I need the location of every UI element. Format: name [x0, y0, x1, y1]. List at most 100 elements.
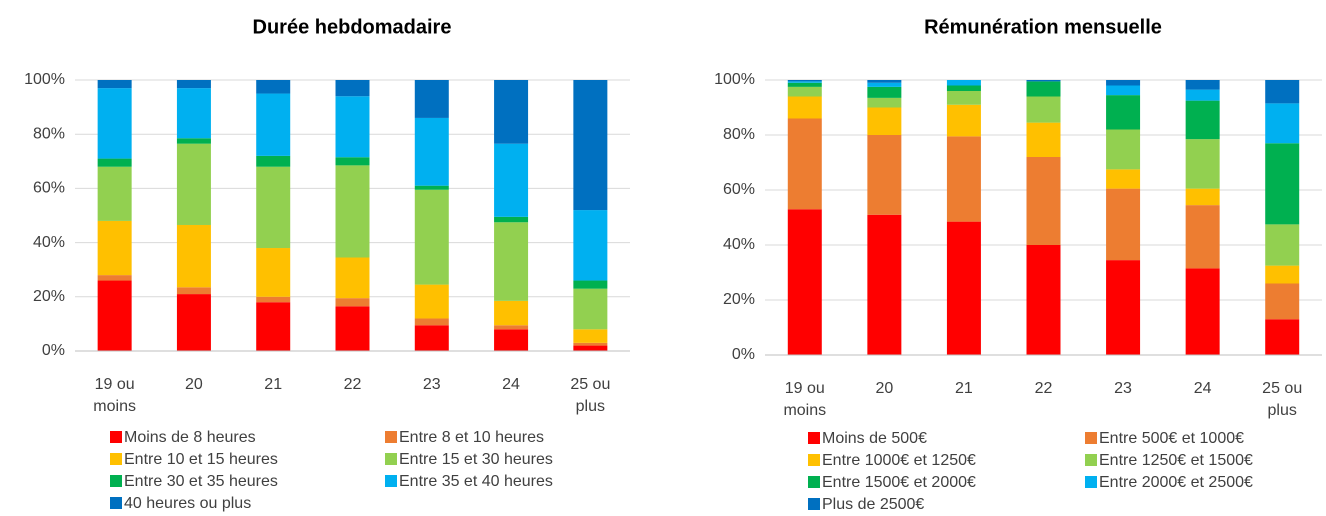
- bar-segment: [573, 280, 608, 289]
- bar-segment: [867, 82, 902, 87]
- legend-label: Entre 10 et 15 heures: [124, 451, 278, 468]
- bar-segment: [414, 284, 449, 319]
- bar-segment: [573, 342, 608, 346]
- legend-swatch: [110, 475, 122, 487]
- bar-segment: [176, 88, 211, 139]
- bar-segment: [414, 325, 449, 351]
- bar-segment: [1026, 245, 1061, 355]
- bar-segment: [176, 143, 211, 225]
- bar-segment: [335, 80, 370, 97]
- bar-segment: [573, 210, 608, 281]
- bar-segment: [1026, 122, 1061, 157]
- bar-segment: [335, 306, 370, 351]
- bar-segment: [1026, 80, 1061, 82]
- bar-segment: [494, 80, 529, 144]
- bar-segment: [414, 318, 449, 326]
- legend-swatch: [385, 453, 397, 465]
- legend-label: Entre 1250€ et 1500€: [1099, 452, 1253, 469]
- bar-segment: [335, 165, 370, 258]
- bar-segment: [176, 287, 211, 295]
- bar-segment: [414, 185, 449, 190]
- legend-swatch: [110, 431, 122, 443]
- x-tick-label: 23: [1114, 380, 1132, 397]
- bar-segment: [946, 136, 981, 222]
- y-tick-label: 0%: [732, 346, 755, 363]
- bar-segment: [867, 214, 902, 355]
- bar-segment: [97, 158, 132, 167]
- bar-segment: [1106, 95, 1141, 130]
- y-tick-label: 80%: [33, 125, 65, 142]
- y-tick-label: 80%: [723, 126, 755, 143]
- bar-segment: [1185, 268, 1220, 355]
- bar-segment: [1106, 188, 1141, 261]
- bar-segment: [1265, 143, 1300, 225]
- bar-segment: [946, 80, 981, 86]
- legend-label: Entre 2000€ et 2500€: [1099, 474, 1253, 491]
- bar-segment: [97, 275, 132, 281]
- x-tick-label: 24: [1193, 380, 1212, 397]
- legend-swatch: [808, 454, 820, 466]
- bar-segment: [256, 166, 291, 249]
- bar-segment: [573, 345, 608, 351]
- legend-swatch: [808, 432, 820, 444]
- y-tick-label: 100%: [714, 71, 755, 88]
- bar-segment: [573, 288, 608, 330]
- legend-label: 40 heures ou plus: [124, 495, 251, 512]
- legend-label: Moins de 500€: [822, 430, 927, 447]
- bar-segment: [867, 80, 902, 83]
- legend-label: Entre 15 et 30 heures: [399, 451, 553, 468]
- bar-segment: [1265, 319, 1300, 355]
- y-tick-label: 40%: [723, 236, 755, 253]
- bar-segment: [1185, 89, 1220, 101]
- legend-swatch: [808, 498, 820, 510]
- legend-label: Entre 1500€ et 2000€: [822, 474, 976, 491]
- bar-segment: [1185, 188, 1220, 206]
- bar-segment: [1106, 80, 1141, 86]
- legend-swatch: [1085, 476, 1097, 488]
- legend-label: Moins de 8 heures: [124, 429, 256, 446]
- bar-segment: [787, 82, 822, 87]
- bar-segment: [573, 329, 608, 343]
- chart-title: Rémunération mensuelle: [924, 16, 1162, 38]
- y-tick-label: 0%: [42, 342, 65, 359]
- legend-swatch: [1085, 432, 1097, 444]
- y-tick-label: 20%: [33, 288, 65, 305]
- bar-segment: [867, 86, 902, 98]
- chart-title: Durée hebdomadaire: [253, 16, 452, 38]
- legend-label: Plus de 2500€: [822, 496, 924, 513]
- bar-segment: [1026, 96, 1061, 123]
- bar-segment: [1106, 260, 1141, 355]
- legend-swatch: [110, 453, 122, 465]
- bar-segment: [867, 97, 902, 108]
- bar-segment: [97, 220, 132, 276]
- bar-segment: [256, 93, 291, 156]
- bar-segment: [335, 298, 370, 307]
- y-tick-label: 60%: [33, 180, 65, 197]
- bar-segment: [573, 80, 608, 211]
- x-tick-label: 22: [343, 376, 362, 393]
- bar-segment: [494, 143, 529, 217]
- bar-segment: [494, 329, 529, 351]
- bar-segment: [176, 138, 211, 144]
- bar-segment: [1265, 80, 1300, 104]
- legend-label: Entre 1000€ et 1250€: [822, 452, 976, 469]
- bar-segment: [494, 216, 529, 223]
- x-tick-label: 21: [955, 380, 973, 397]
- y-tick-label: 100%: [24, 71, 65, 88]
- x-tick-label: 25 ou plus: [1262, 380, 1303, 419]
- bar-segment: [1265, 224, 1300, 266]
- bar-segment: [1185, 80, 1220, 90]
- x-tick-label: 19 ou moins: [93, 376, 136, 415]
- bar-segment: [335, 96, 370, 158]
- legend-swatch: [385, 431, 397, 443]
- bar-segment: [256, 80, 291, 94]
- x-tick-label: 22: [1034, 380, 1053, 397]
- bar-segment: [1185, 139, 1220, 189]
- bar-segment: [335, 157, 370, 166]
- bar-segment: [1106, 85, 1141, 96]
- legend-label: Entre 8 et 10 heures: [399, 429, 544, 446]
- bar-segment: [256, 155, 291, 167]
- x-tick-label: 23: [422, 376, 441, 393]
- bar-segment: [1265, 283, 1300, 320]
